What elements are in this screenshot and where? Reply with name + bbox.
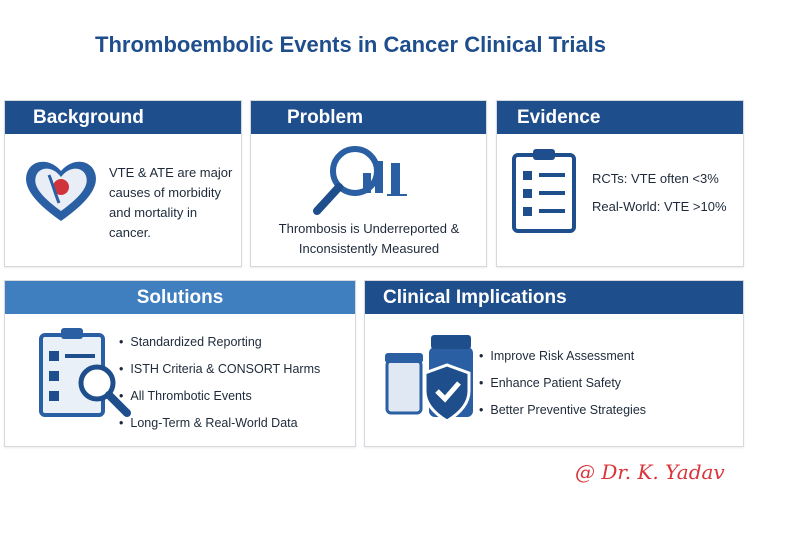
background-text: VTE & ATE are major causes of morbidity … [109, 165, 233, 240]
background-panel: Background VTE & ATE are major causes of… [4, 100, 242, 267]
problem-text: Thrombosis is Underreported & Inconsiste… [278, 221, 460, 256]
problem-panel: Problem Thrombosis is Underreported & In… [250, 100, 487, 267]
checklist-icon [512, 149, 576, 233]
panel-header: Problem [251, 101, 486, 134]
panel-header: Background [5, 101, 241, 134]
medicine-icon [385, 335, 473, 423]
title: Thromboembolic Events in Cancer Clinical… [95, 32, 607, 57]
list-item: ISTH Criteria & CONSORT Harms [119, 356, 320, 383]
panel-header: Clinical Implications [365, 281, 743, 314]
evidence-item: Real-World: VTE >10% [592, 199, 727, 214]
list-item: All Thrombotic Events [119, 383, 320, 410]
magnifier-icon [313, 146, 407, 215]
implications-list: Improve Risk Assessment Enhance Patient … [479, 343, 646, 424]
list-item: Long-Term & Real-World Data [119, 410, 320, 437]
panel-header: Evidence [497, 101, 743, 134]
evidence-item: RCTs: VTE often <3% [592, 171, 719, 186]
evidence-list: RCTs: VTE often <3% Real-World: VTE >10% [592, 165, 727, 221]
list-item: Standardized Reporting [119, 329, 320, 356]
heart-icon [26, 161, 96, 221]
solutions-panel: Solutions Standardized Reporting ISTH Cr… [4, 280, 356, 447]
list-item: Improve Risk Assessment [479, 343, 646, 370]
evidence-panel: Evidence RCTs: VTE often <3% Real-World:… [496, 100, 744, 267]
list-item: Better Preventive Strategies [479, 397, 646, 424]
solutions-list: Standardized Reporting ISTH Criteria & C… [119, 329, 320, 437]
implications-panel: Clinical Implications Improve Risk Asses… [364, 280, 744, 447]
signature: @ Dr. K. Yadav [575, 460, 725, 484]
panel-header: Solutions [5, 281, 355, 314]
list-item: Enhance Patient Safety [479, 370, 646, 397]
